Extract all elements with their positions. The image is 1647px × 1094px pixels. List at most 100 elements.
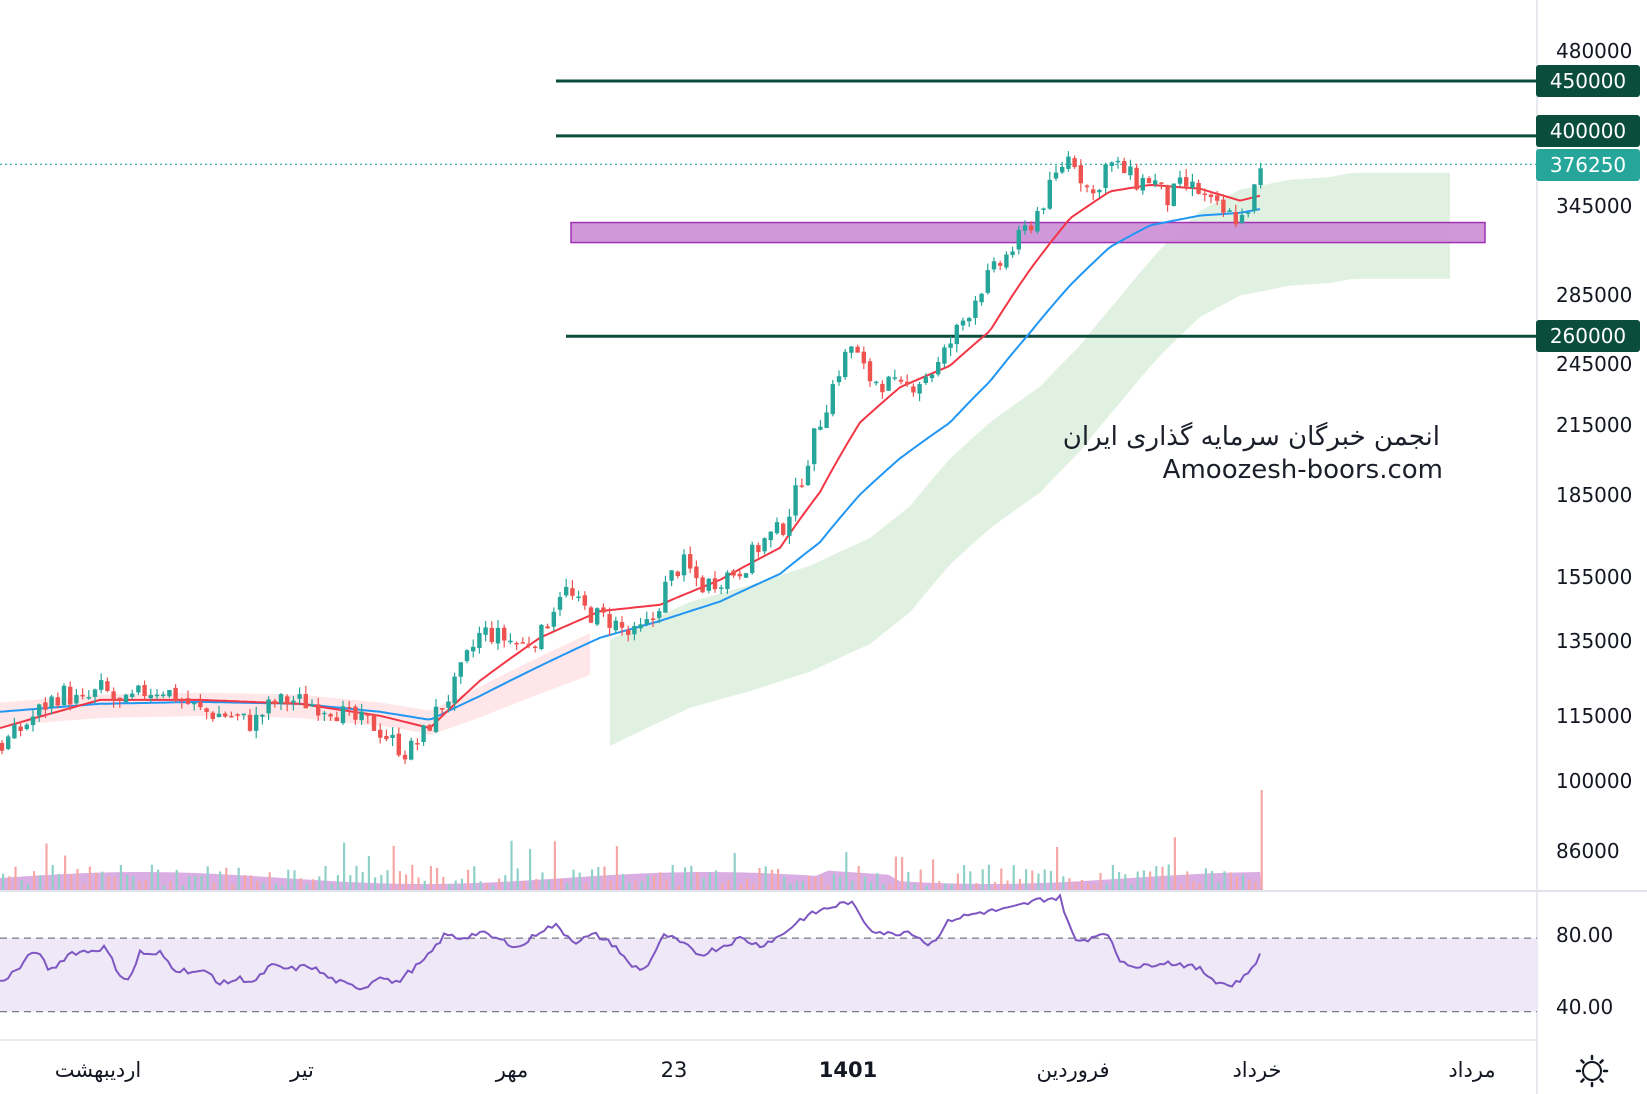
volume-bar	[76, 868, 79, 890]
volume-bar	[876, 873, 879, 890]
time-label: 1401	[819, 1058, 877, 1082]
volume-bar	[981, 869, 984, 890]
volume-bar	[597, 866, 600, 890]
candle-body	[1004, 254, 1009, 268]
rsi-tick: 40.00	[1556, 995, 1613, 1019]
volume-bar	[299, 878, 302, 890]
candle-body	[43, 702, 48, 710]
candle-body	[365, 713, 370, 716]
volume-bar	[454, 880, 457, 890]
volume-bar	[659, 872, 662, 890]
volume-bar	[287, 869, 290, 890]
candle-body	[254, 714, 259, 731]
volume-bar	[1049, 870, 1052, 890]
volume-bar	[392, 845, 395, 890]
candle-body	[812, 428, 817, 465]
candle-body	[495, 627, 501, 644]
candle-body	[849, 346, 854, 353]
volume-bar	[429, 866, 432, 890]
support-zone	[570, 221, 1486, 244]
candle-body	[433, 706, 439, 732]
volume-bar	[70, 873, 73, 890]
candle-body	[1041, 208, 1046, 210]
volume-bar	[1223, 871, 1226, 890]
candle-body	[1078, 165, 1083, 184]
candle-body	[471, 646, 476, 652]
candle-body	[1016, 229, 1021, 250]
volume-bar	[566, 883, 569, 890]
level-tag-bg	[1536, 320, 1640, 352]
candle-body	[117, 697, 122, 701]
gear-icon[interactable]	[1575, 1054, 1609, 1088]
volume-bar	[250, 875, 253, 890]
candle-body	[1128, 166, 1133, 176]
volume-bar	[237, 867, 240, 890]
candle-body	[68, 686, 73, 705]
candle-body	[626, 629, 631, 635]
candle-body	[991, 261, 997, 270]
candle-body	[6, 736, 11, 750]
time-label: 23	[661, 1058, 688, 1082]
candle-body	[719, 587, 724, 589]
candle-body	[130, 693, 135, 697]
volume-bar	[1124, 874, 1127, 890]
candle-body	[1072, 158, 1077, 168]
candle-body	[415, 743, 420, 745]
volume-bar	[405, 874, 408, 890]
time-axis[interactable]: اردیبهشت تیر مهر 23 1401 فروردین خرداد م…	[55, 1058, 1496, 1082]
volume-bar	[20, 879, 23, 890]
volume-bar	[894, 856, 897, 890]
last-price-tag-bg	[1536, 149, 1640, 181]
volume-bar	[640, 881, 643, 890]
support-zone-rect	[570, 221, 1486, 244]
price-axis[interactable]: 480000 345000 285000 245000 215000 18500…	[1556, 39, 1632, 863]
level-tag-label: 260000	[1550, 324, 1626, 348]
volume-bar	[721, 883, 724, 890]
volume-bar	[919, 869, 922, 890]
candle-body	[12, 724, 17, 739]
volume-bar	[603, 866, 606, 890]
volume-bar	[1186, 871, 1189, 890]
volume-bar	[572, 869, 575, 890]
volume-bar	[510, 840, 513, 890]
volume-bar	[553, 841, 556, 890]
volume-bar	[101, 871, 104, 890]
volume-bar	[752, 883, 755, 890]
candle-body	[551, 611, 556, 627]
volume-bar	[795, 881, 798, 890]
candle-body	[1159, 182, 1164, 184]
volume-bar	[870, 882, 873, 890]
volume-bar	[857, 866, 860, 890]
candle-body	[37, 704, 42, 716]
volume-bar	[770, 869, 773, 890]
volume-bar	[374, 877, 377, 890]
volume-bar	[436, 867, 439, 890]
volume-bar	[901, 857, 904, 890]
cloud-green	[610, 172, 1450, 746]
candle-body	[142, 685, 147, 697]
candle-body	[985, 270, 990, 293]
volume-bar	[578, 872, 581, 890]
candle-body	[725, 572, 730, 590]
candle-body	[942, 347, 947, 364]
candle-body	[1066, 156, 1071, 169]
candle-body	[520, 642, 525, 644]
candle-body	[1177, 177, 1183, 184]
volume-bar	[398, 871, 401, 890]
candle-body	[353, 706, 358, 720]
moving-averages	[0, 183, 1261, 730]
candle-body	[390, 734, 395, 739]
candle-body	[266, 699, 271, 714]
candle-body	[960, 320, 966, 326]
volume-bar	[126, 875, 129, 890]
candle-body	[1153, 180, 1158, 185]
volume-bar	[783, 876, 786, 890]
candle-body	[1035, 211, 1040, 232]
candle-body	[1208, 194, 1214, 198]
candle-body	[111, 691, 116, 700]
candle-body	[979, 293, 984, 303]
volume-bar	[622, 874, 625, 890]
volume-bar	[305, 884, 308, 890]
